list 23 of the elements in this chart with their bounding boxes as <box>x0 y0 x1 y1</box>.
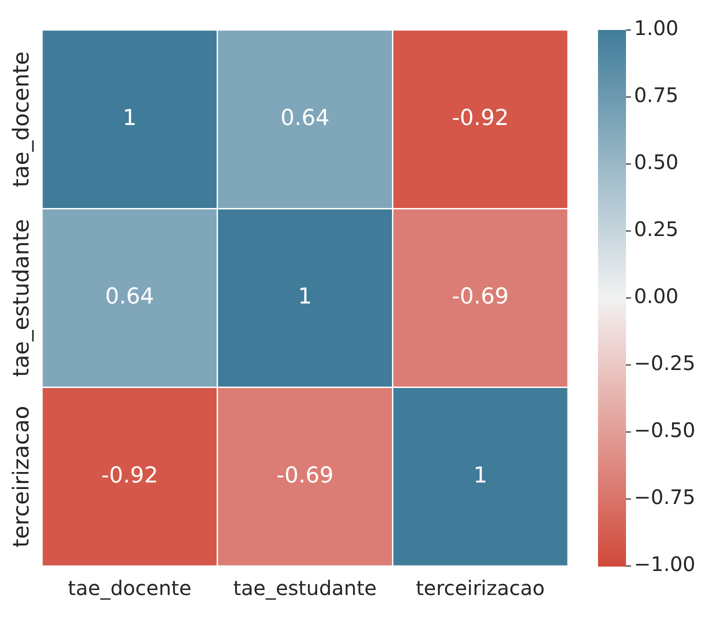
color-bar-label: −0.50 <box>634 418 696 442</box>
color-bar-label: −1.00 <box>634 552 696 576</box>
data-label: -0.92 <box>101 463 158 488</box>
data-label: 1 <box>122 106 137 132</box>
y-tick-label: tae_docente <box>10 51 35 188</box>
data-label: 0.64 <box>105 284 154 310</box>
data-label: 1 <box>473 463 488 488</box>
x-tick-label: tae_estudante <box>233 576 377 600</box>
x-tick-label: terceirizacao <box>416 576 545 600</box>
color-bar-label: −0.75 <box>634 485 696 510</box>
color-bar-label: 0.75 <box>634 83 679 108</box>
data-label: -0.69 <box>452 284 509 310</box>
color-bar-label: 0.00 <box>634 284 679 308</box>
data-label: -0.92 <box>452 106 509 132</box>
color-bar-label: 1.00 <box>634 16 679 40</box>
color-bar-label: −0.25 <box>634 351 696 376</box>
data-label: 1 <box>298 284 312 310</box>
color-bar-label: 0.25 <box>634 217 679 242</box>
data-label: -0.69 <box>276 463 334 488</box>
y-tick-label: tae_estudante <box>10 219 35 377</box>
color-bar-label: 0.50 <box>634 150 679 174</box>
x-tick-label: tae_docente <box>68 576 192 600</box>
data-label: 0.64 <box>280 106 330 132</box>
